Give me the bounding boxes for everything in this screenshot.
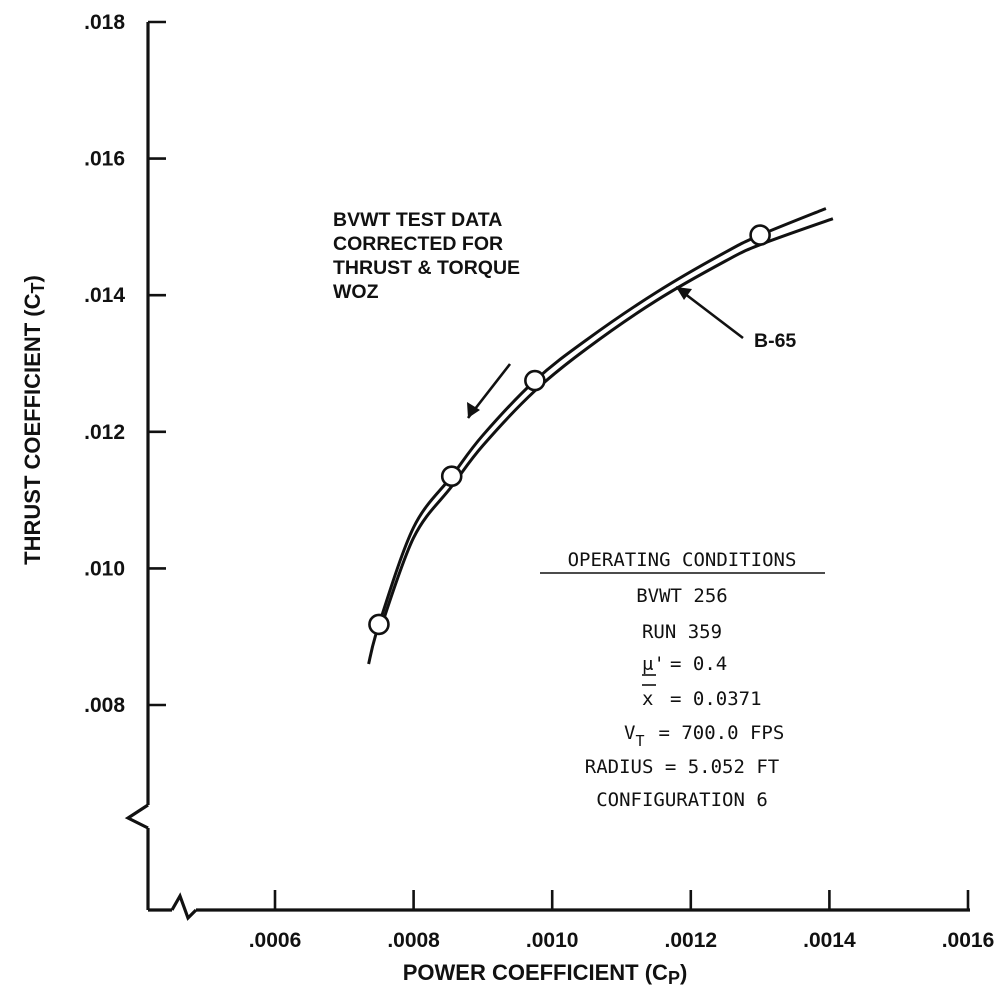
y-tick-label: .014 — [84, 284, 125, 307]
y-tick-label: .012 — [84, 421, 125, 444]
series-layer — [367, 207, 834, 665]
conditions-heading: OPERATING CONDITIONS — [568, 549, 797, 571]
data-point-marker — [440, 465, 463, 487]
x-tick-label: .0008 — [387, 929, 440, 952]
annotation-line-4: WOZ — [333, 281, 379, 303]
data-point-marker — [524, 369, 546, 392]
conditions-configuration: CONFIGURATION 6 — [596, 789, 768, 811]
b65-curve — [377, 217, 834, 634]
y-axis-title: THRUST COEFFICIENT (CT) — [20, 275, 48, 565]
annotation-line-2: CORRECTED FOR — [333, 233, 503, 255]
x-axis-title: POWER COEFFICIENT (CP) — [403, 960, 688, 988]
test-data-annotation: BVWT TEST DATA CORRECTED FOR THRUST & TO… — [333, 209, 520, 419]
y-tick-label: .018 — [84, 11, 125, 34]
x-axis-ticks: .0006 .0008 .0010 .0012 .0014 .0016 — [249, 890, 995, 952]
conditions-x-value: = 0.0371 — [670, 688, 762, 710]
x-tick-label: .0016 — [942, 929, 995, 952]
y-tick-label: .010 — [84, 557, 125, 580]
conditions-vt: VT = 700.0 FPS — [624, 722, 784, 750]
x-tick-label: .0006 — [249, 929, 302, 952]
x-axis — [148, 892, 970, 921]
conditions-radius: RADIUS = 5.052 FT — [585, 756, 779, 778]
y-tick-label: .016 — [84, 148, 125, 171]
b65-annotation: B-65 — [675, 285, 796, 352]
b65-label: B-65 — [754, 330, 796, 352]
b65-arrowhead — [676, 287, 692, 300]
annotation-line-1: BVWT TEST DATA — [333, 209, 502, 231]
conditions-x-symbol: x — [642, 688, 653, 710]
y-axis — [124, 22, 150, 910]
conditions-mu-symbol: μ' — [642, 653, 665, 675]
data-point-marker — [749, 224, 771, 246]
conditions-facility: BVWT 256 — [636, 585, 728, 607]
conditions-run: RUN 359 — [642, 621, 722, 643]
operating-conditions: OPERATING CONDITIONS BVWT 256 RUN 359 μ'… — [540, 549, 825, 811]
y-tick-label: .008 — [84, 694, 125, 717]
annotation-line-3: THRUST & TORQUE — [333, 257, 520, 279]
x-tick-label: .0010 — [526, 929, 579, 952]
data-point-marker — [368, 613, 390, 636]
test-data-arrowhead — [467, 402, 480, 418]
conditions-mu-value: = 0.4 — [670, 653, 727, 675]
x-tick-label: .0014 — [803, 929, 856, 952]
x-tick-label: .0012 — [665, 929, 718, 952]
y-axis-ticks: .008 .010 .012 .014 .016 .018 — [84, 11, 166, 717]
